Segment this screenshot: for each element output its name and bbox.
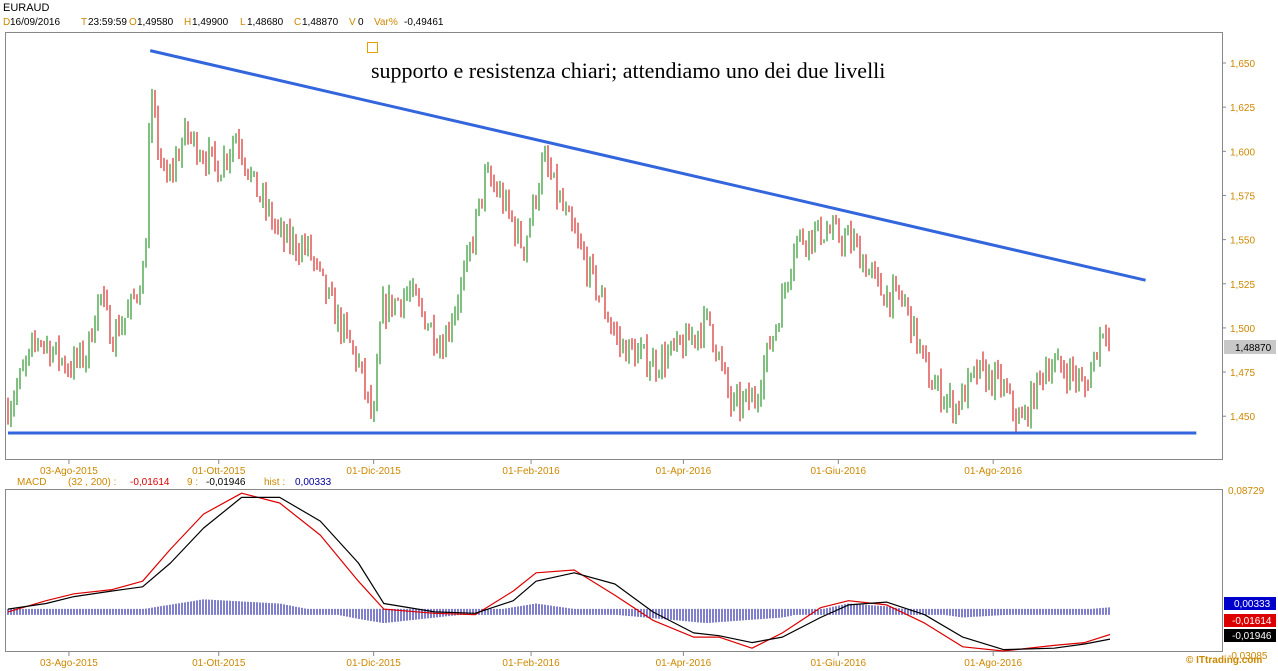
close-key: C (294, 17, 301, 28)
macd-x-tick-label: 01-Ott-2015 (192, 658, 246, 668)
price-y-tick-label: 1,625 (1230, 103, 1255, 114)
macd-panel-frame (5, 489, 1223, 652)
macd-y-axis: 0,08729 -0,03085 (1228, 486, 1268, 662)
var-key: Var% (374, 17, 398, 28)
price-y-tick-label: 1,475 (1230, 368, 1255, 379)
price-y-tick-label: 1,575 (1230, 191, 1255, 202)
price-x-tick-label: 01-Ott-2015 (192, 466, 246, 477)
price-y-tick-label: 1,550 (1230, 236, 1255, 247)
low-value: 1,48680 (247, 17, 284, 28)
macd-value: -0,01614 (130, 477, 170, 488)
hist-label: hist : (264, 477, 285, 488)
signal-value: -0,01946 (206, 477, 246, 488)
volume-value: 0 (358, 17, 364, 28)
macd-x-tick-label: 01-Dic-2015 (346, 658, 401, 668)
ohlc-header: D 16/09/2016 T 23:59:59 O 1,49580 H 1,49… (3, 17, 444, 28)
hist-value: 0,00333 (295, 477, 332, 488)
macd-x-tick-label: 01-Giu-2016 (811, 658, 867, 668)
date-value: 16/09/2016 (10, 17, 60, 28)
time-key: T (81, 17, 87, 28)
macd-x-axis: 03-Ago-2015 01-Ott-2015 01-Dic-2015 01-Feb-… (40, 652, 1023, 669)
price-x-tick-label: 01-Giu-2016 (811, 466, 867, 477)
var-value: -0,49461 (404, 17, 444, 28)
last-price-tag (1224, 340, 1276, 354)
macd-x-tick-label: 01-Apr-2016 (656, 658, 712, 668)
macd-line (7, 492, 1111, 652)
signal-tag (1224, 629, 1276, 642)
price-y-tick-label: 1,525 (1230, 280, 1255, 291)
macd-tag (1224, 614, 1276, 627)
watermark: © ITtrading.com (1186, 655, 1262, 666)
macd-tag-value: -0,01614 (1232, 616, 1272, 627)
price-y-tick-label: 1,650 (1230, 59, 1255, 70)
price-x-tick-label: 03-Ago-2015 (40, 466, 98, 477)
hist-tag (1224, 597, 1276, 610)
price-y-tick-label: 1,600 (1230, 147, 1255, 158)
macd-header: MACD (32 , 200) : -0,01614 9 : -0,01946 … (17, 477, 332, 488)
price-x-tick-label: 01-Feb-2016 (502, 466, 560, 477)
macd-x-tick-label: 03-Ago-2015 (40, 658, 98, 668)
annotation-text: supporto e resistenza chiari; attendiamo… (371, 58, 885, 83)
price-x-axis: 03-Ago-2015 01-Ott-2015 01-Dic-2015 01-Feb-… (40, 460, 1023, 477)
signal-line (7, 496, 1111, 651)
last-price-value: 1,48870 (1235, 343, 1272, 354)
date-key: D (3, 17, 10, 28)
time-value: 23:59:59 (88, 17, 127, 28)
high-value: 1,49900 (192, 17, 229, 28)
price-panel-frame (5, 32, 1223, 460)
signal-label: 9 : (187, 477, 198, 488)
close-value: 1,48870 (302, 17, 339, 28)
macd-y-tick-label: -0,03085 (1228, 651, 1268, 662)
macd-params: (32 , 200) : (68, 477, 116, 488)
high-key: H (184, 17, 191, 28)
price-x-tick-label: 01-Apr-2016 (656, 466, 712, 477)
resistenza-line[interactable] (149, 49, 1146, 282)
open-value: 1,49580 (137, 17, 174, 28)
price-x-tick-label: 01-Dic-2015 (346, 466, 401, 477)
macd-x-tick-label: 01-Feb-2016 (502, 658, 560, 668)
price-y-tick-label: 1,450 (1230, 412, 1255, 423)
price-y-axis: 1,650 1,625 1,600 1,575 1,550 1,525 1,500 1,475… (1222, 59, 1255, 423)
open-key: O (129, 17, 137, 28)
macd-y-tick-label: 0,08729 (1228, 486, 1265, 497)
macd-label: MACD (17, 477, 46, 488)
price-y-tick-label: 1,500 (1230, 324, 1255, 335)
trendlines-layer (8, 49, 1197, 435)
candles-layer (7, 88, 1110, 433)
volume-key: V (349, 17, 356, 28)
low-key: L (240, 17, 246, 28)
symbol-title: EURAUD (3, 2, 50, 14)
signal-tag-value: -0,01946 (1232, 631, 1272, 642)
macd-lines-layer (7, 492, 1111, 652)
macd-x-tick-label: 01-Ago-2016 (964, 658, 1022, 668)
annotation-handle[interactable] (367, 42, 378, 53)
price-x-tick-label: 01-Ago-2016 (964, 466, 1022, 477)
hist-tag-value: 0,00333 (1234, 599, 1271, 610)
